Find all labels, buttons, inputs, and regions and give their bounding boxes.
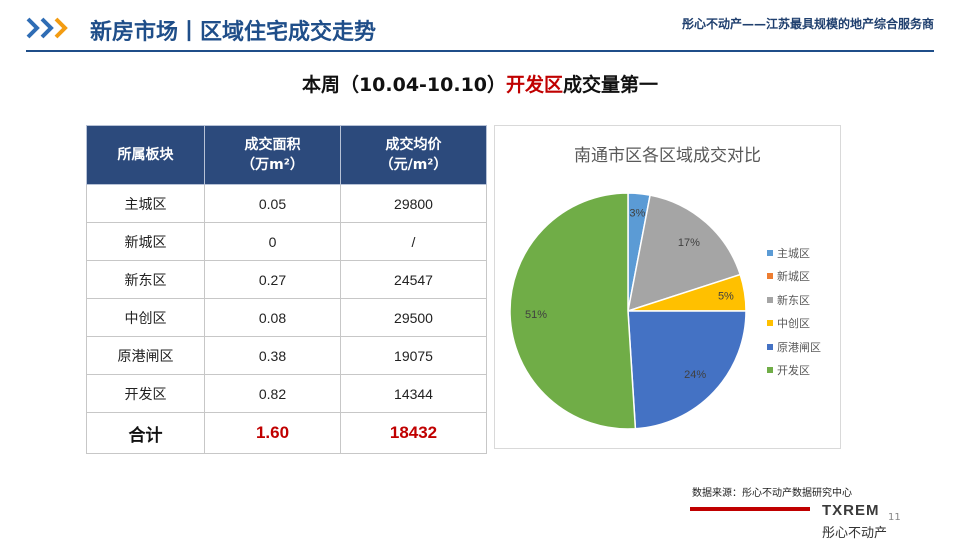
legend-item: 开发区 xyxy=(767,359,839,383)
pie-chart-panel: 3%0%17%5%24%51% 南通市区各区域成交对比 主城区新城区新东区中创区… xyxy=(494,125,841,449)
cell-area: 0.27 xyxy=(204,260,341,299)
headline-highlight: 开发区 xyxy=(506,74,564,96)
legend-swatch xyxy=(767,296,773,303)
cell-area: 0.05 xyxy=(204,184,341,223)
pie-data-label: 24% xyxy=(684,369,706,381)
cell-district: 原港闸区 xyxy=(86,336,205,375)
legend-label: 主城区 xyxy=(777,246,810,260)
cell-district: 新城区 xyxy=(86,222,205,261)
company-logo: TXREM 彤心不动产 xyxy=(808,500,908,541)
pie-data-label: 3% xyxy=(629,207,645,219)
legend-swatch xyxy=(767,273,773,280)
chevron-arrows-icon xyxy=(26,17,68,39)
table-row: 主城区 0.05 29800 xyxy=(86,184,487,223)
table-total-row: 合计 1.60 18432 xyxy=(86,412,487,454)
legend-swatch xyxy=(767,343,773,350)
cell-price: 29800 xyxy=(340,184,487,223)
cell-price: / xyxy=(340,222,487,261)
table-row: 新东区 0.27 24547 xyxy=(86,260,487,299)
table-row: 中创区 0.08 29500 xyxy=(86,298,487,337)
cell-price: 29500 xyxy=(340,298,487,337)
header-price-label: 成交均价 （元/m²） xyxy=(379,137,448,173)
legend-item: 新城区 xyxy=(767,265,839,289)
header-district: 所属板块 xyxy=(86,125,205,185)
header-price: 成交均价 （元/m²） xyxy=(340,125,487,185)
chart-legend: 主城区新城区新东区中创区原港闸区开发区 xyxy=(767,241,839,382)
legend-item: 新东区 xyxy=(767,288,839,312)
pie-data-label: 51% xyxy=(525,309,547,321)
legend-label: 原港闸区 xyxy=(777,340,821,354)
legend-label: 新城区 xyxy=(777,270,810,284)
pie-data-label: 5% xyxy=(718,290,734,302)
header-divider xyxy=(26,50,934,52)
legend-item: 原港闸区 xyxy=(767,335,839,359)
legend-swatch xyxy=(767,320,773,327)
header-area-label: 成交面积 （万m²） xyxy=(241,137,304,173)
data-source: 数据来源：彤心不动产数据研究中心 xyxy=(692,488,852,499)
table-row: 开发区 0.82 14344 xyxy=(86,374,487,413)
pie-slice-3 xyxy=(627,194,742,313)
cell-area: 0 xyxy=(204,222,341,261)
table-row: 新城区 0 / xyxy=(86,222,487,261)
page-title: 新房市场丨区域住宅成交走势 xyxy=(90,20,377,45)
legend-item: 主城区 xyxy=(767,241,839,265)
cell-district: 中创区 xyxy=(86,298,205,337)
header-area: 成交面积 （万m²） xyxy=(204,125,341,185)
cell-area: 0.08 xyxy=(204,298,341,337)
headline-suffix: 成交量第一 xyxy=(563,74,659,96)
footer-stripe xyxy=(690,507,810,511)
top-bar: 新房市场丨区域住宅成交走势 彤心不动产——江苏最具规模的地产综合服务商 xyxy=(0,0,960,60)
legend-label: 新东区 xyxy=(777,293,810,307)
table-row: 原港闸区 0.38 19075 xyxy=(86,336,487,375)
headline-prefix: 本周（10.04-10.10） xyxy=(301,74,507,96)
cell-area: 0.38 xyxy=(204,336,341,375)
headline: 本周（10.04-10.10）开发区成交量第一 xyxy=(0,70,960,97)
chart-title: 南通市区各区域成交对比 xyxy=(574,146,761,166)
total-area: 1.60 xyxy=(204,412,341,454)
cell-district: 主城区 xyxy=(86,184,205,223)
total-label: 合计 xyxy=(86,412,205,454)
company-tagline: 彤心不动产——江苏最具规模的地产综合服务商 xyxy=(681,17,934,31)
legend-label: 开发区 xyxy=(777,364,810,378)
legend-swatch xyxy=(767,249,773,256)
cell-district: 开发区 xyxy=(86,374,205,413)
pie-data-label: 17% xyxy=(678,237,700,249)
header-district-label: 所属板块 xyxy=(117,147,174,163)
cell-price: 19075 xyxy=(340,336,487,375)
legend-item: 中创区 xyxy=(767,312,839,336)
legend-swatch xyxy=(767,367,773,374)
pie-slice-6 xyxy=(509,192,637,430)
table-header-row: 所属板块 成交面积 （万m²） 成交均价 （元/m²） xyxy=(86,125,487,185)
page-number: 11 xyxy=(888,512,901,523)
pie-slice-5 xyxy=(627,310,747,430)
logo-text: TXREM xyxy=(822,502,880,519)
pie-chart: 3%0%17%5%24%51% xyxy=(509,192,747,430)
legend-label: 中创区 xyxy=(777,317,810,331)
cell-district: 新东区 xyxy=(86,260,205,299)
logo-chinese: 彤心不动产 xyxy=(822,526,888,541)
total-price: 18432 xyxy=(340,412,487,454)
transaction-table: 所属板块 成交面积 （万m²） 成交均价 （元/m²） 主城区 0.05 298… xyxy=(86,125,487,454)
cell-area: 0.82 xyxy=(204,374,341,413)
cell-price: 14344 xyxy=(340,374,487,413)
cell-price: 24547 xyxy=(340,260,487,299)
